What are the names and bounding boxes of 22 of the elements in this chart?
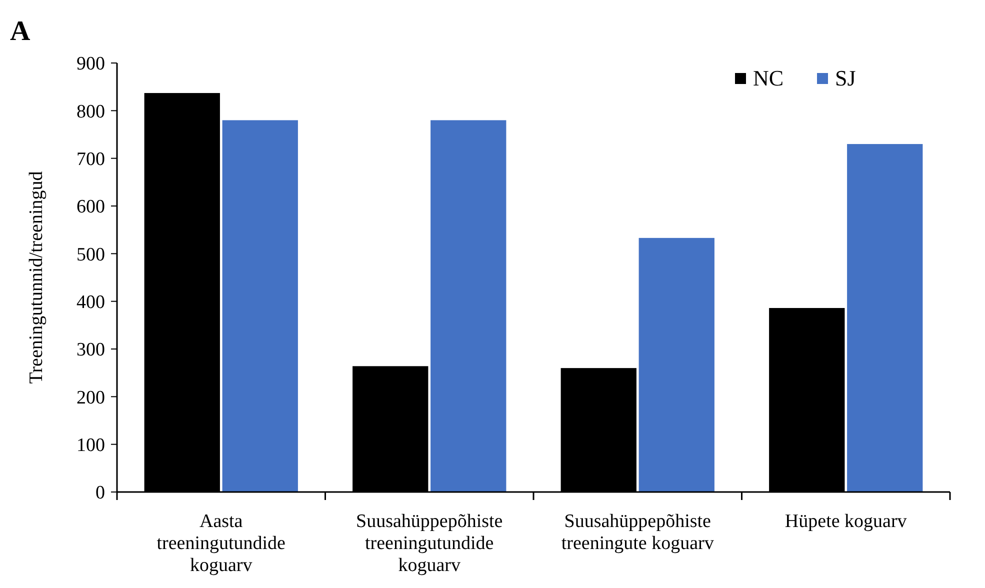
bar	[430, 120, 506, 492]
y-axis-title: Treeningutunnid/treeningud	[26, 170, 47, 384]
y-tick-label: 0	[96, 482, 105, 504]
y-tick-label: 700	[76, 148, 105, 170]
y-tick-label: 300	[76, 340, 105, 361]
x-tick-label: Suusahüppepõhiste treeningute koguarv	[561, 511, 714, 554]
y-tick-label: 400	[76, 292, 105, 313]
y-tick-label: 600	[76, 196, 105, 218]
x-tick-label: Hüpete koguarv	[784, 511, 908, 532]
chart-title: A	[10, 16, 31, 47]
legend-label: SJ	[835, 66, 856, 91]
y-tick-label: 500	[76, 244, 105, 266]
y-tick-label: 900	[76, 54, 105, 75]
y-tick-label: 800	[76, 101, 105, 122]
y-tick-label: 100	[76, 434, 105, 456]
x-tick-label: Aasta treeningutundide koguarv	[156, 511, 286, 576]
x-tick-label: Suusahüppepõhiste treeningutundide koguarv	[356, 511, 503, 576]
bar	[847, 144, 923, 492]
y-tick-label: 200	[76, 387, 105, 408]
bar	[638, 238, 714, 492]
bar	[222, 120, 298, 492]
legend-label: NC	[753, 66, 784, 91]
